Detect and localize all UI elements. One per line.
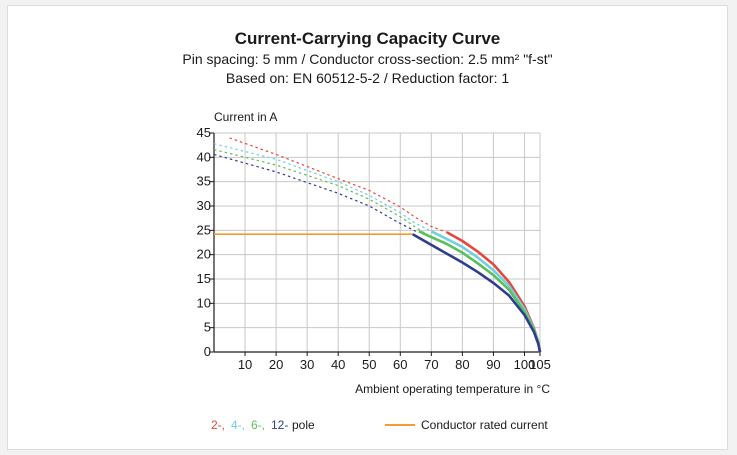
legend-rated-label: Conductor rated current (421, 418, 548, 432)
chart-title: Current-Carrying Capacity Curve (234, 29, 501, 48)
chart-plot: 0 5 10 15 20 25 30 35 40 45 10 20 30 40 50 60 70 80 90 100… (197, 110, 551, 432)
legend-item-4-pole: 4-, (231, 418, 245, 432)
x-tick-label-90: 90 (486, 357, 500, 372)
series-6-pole-dashed (213, 148, 426, 234)
y-tick-labels: 0 5 10 15 20 25 30 35 40 45 (197, 125, 211, 359)
chart-header: Current-Carrying Capacity Curve Pin spac… (8, 28, 727, 88)
y-tick-label-0: 0 (204, 344, 211, 359)
series-12-pole-dashed (213, 153, 417, 232)
legend-item-12-pole: 12- (271, 418, 288, 432)
series-4-pole-dashed (213, 143, 441, 237)
series-curves (213, 137, 542, 353)
y-tick-label-45: 45 (197, 125, 211, 140)
legend-pole-suffix: pole (292, 418, 315, 432)
x-tick-label-20: 20 (269, 357, 283, 372)
grid-lines (214, 132, 541, 352)
chart-subtitle-2: Based on: EN 60512-5-2 / Reduction facto… (225, 70, 510, 86)
x-tick-label-10: 10 (238, 357, 252, 372)
y-tick-label-30: 30 (197, 198, 211, 213)
series-12-pole-solid (412, 233, 542, 353)
chart-card: Current-Carrying Capacity Curve Pin spac… (7, 5, 728, 450)
y-tick-label-10: 10 (197, 295, 211, 310)
legend-item-6-pole: 6-, (251, 418, 265, 432)
x-tick-label-80: 80 (455, 357, 469, 372)
y-tick-label-15: 15 (197, 271, 211, 286)
series-2-pole-dashed (229, 137, 457, 238)
y-tick-label-5: 5 (204, 320, 211, 335)
x-axis-label: Ambient operating temperature in °C (355, 382, 550, 396)
x-tick-label-100: 100 (514, 357, 536, 372)
legend-item-2-pole: 2-, (211, 418, 225, 432)
axes (209, 132, 541, 356)
y-tick-label-25: 25 (197, 222, 211, 237)
y-axis-label: Current in A (214, 110, 277, 124)
x-tick-label-70: 70 (424, 357, 438, 372)
x-tick-label-105: 105 (529, 357, 551, 372)
y-tick-label-20: 20 (197, 247, 211, 262)
x-tick-label-40: 40 (331, 357, 345, 372)
x-tick-label-30: 30 (300, 357, 314, 372)
chart-subtitle-1: Pin spacing: 5 mm / Conductor cross-sect… (182, 51, 553, 67)
x-tick-label-50: 50 (362, 357, 376, 372)
y-tick-label-40: 40 (197, 149, 211, 164)
y-tick-label-35: 35 (197, 174, 211, 189)
legend: 2-, 4-, 6-, 12- pole Conductor rated current (211, 418, 548, 432)
series-4-pole-solid (430, 230, 542, 353)
x-tick-label-60: 60 (393, 357, 407, 372)
